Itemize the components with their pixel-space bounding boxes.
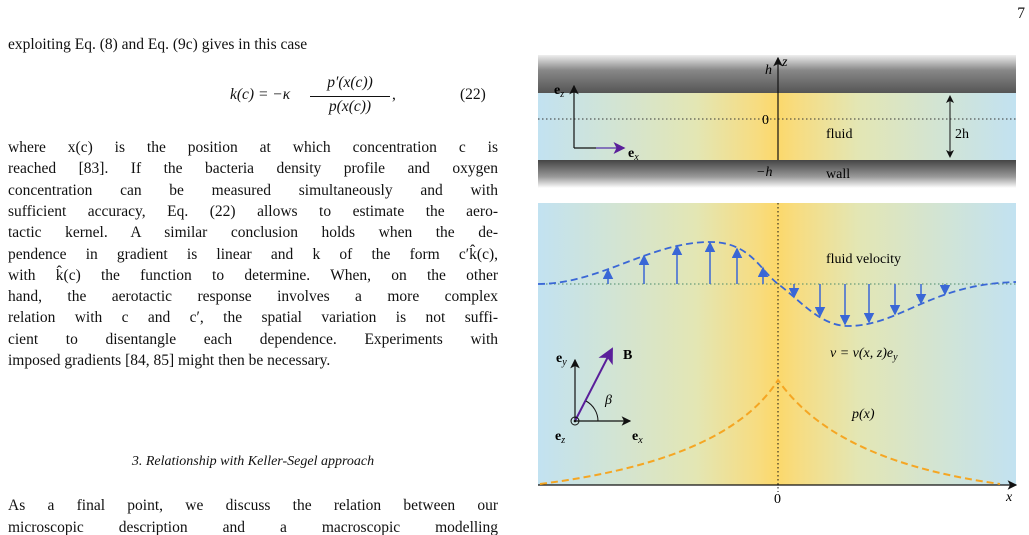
denominator: p(x(c)) bbox=[328, 98, 372, 115]
text-line: microscopic description and a macroscopi… bbox=[8, 519, 498, 535]
page-number: 7 bbox=[1017, 5, 1025, 22]
velocity-arrows bbox=[602, 241, 951, 326]
fluid bbox=[538, 93, 1016, 160]
b-arrow bbox=[574, 347, 613, 422]
fluid bbox=[538, 203, 1016, 485]
label: z bbox=[781, 55, 788, 70]
label: y bbox=[561, 357, 567, 368]
text-line: exploiting Eq. (8) and Eq. (9c) gives in… bbox=[8, 36, 308, 53]
text-line: reached [83]. If the bacteria density pr… bbox=[8, 160, 498, 178]
numerator: p′(x(c)) bbox=[327, 74, 373, 91]
text-line: where x(c) is the position at which conc… bbox=[8, 139, 498, 156]
label: 0 bbox=[762, 113, 769, 128]
label: e bbox=[556, 351, 562, 366]
text-line: relation with c and c′, the spatial vari… bbox=[8, 309, 498, 327]
equation: k(c) = −κ p′(x(c)) p(x(c)) , (22) bbox=[8, 72, 498, 122]
label: e bbox=[555, 429, 561, 444]
label: fluid velocity bbox=[826, 252, 901, 267]
text-line: As a final point, we discuss the relatio… bbox=[8, 497, 498, 514]
label: z bbox=[560, 435, 565, 446]
label: B bbox=[623, 348, 632, 363]
label: v = v(x, z)e bbox=[830, 346, 893, 361]
section-heading: 3. Relationship with Keller-Segel approa… bbox=[131, 454, 375, 469]
p-curve bbox=[539, 378, 1001, 485]
text-line: cient to disentangle each dependence. Ex… bbox=[8, 330, 498, 348]
origin bbox=[570, 416, 580, 426]
label: ez bbox=[555, 429, 565, 446]
text-line: tactic kernel. A similar conclusion hold… bbox=[8, 224, 498, 242]
label: wall bbox=[826, 167, 850, 182]
label: p(x) bbox=[851, 407, 875, 422]
label: e bbox=[632, 429, 638, 444]
label: x bbox=[633, 152, 639, 163]
text-line: pendence in gradient is linear and k of … bbox=[8, 245, 498, 263]
label: 0 bbox=[774, 492, 781, 507]
label: ex bbox=[628, 146, 639, 163]
equation-lhs: k(c) = −κ bbox=[230, 86, 291, 103]
equation-comma: , bbox=[392, 86, 396, 103]
label: e bbox=[554, 83, 560, 98]
label: x bbox=[1005, 490, 1013, 505]
label: h bbox=[765, 63, 772, 78]
label: x bbox=[637, 435, 643, 446]
text-line: with k̂(c) the function to determine. Wh… bbox=[8, 266, 498, 284]
label: y bbox=[892, 352, 898, 363]
label: 2h bbox=[955, 127, 969, 142]
wall bbox=[538, 55, 1016, 93]
text-line: imposed gradients [84, 85] might then be… bbox=[8, 352, 331, 369]
text-line: hand, the aerotactic response involves a… bbox=[8, 288, 498, 306]
label: e bbox=[628, 146, 634, 161]
wall bbox=[538, 160, 1016, 188]
label: ey bbox=[556, 351, 567, 368]
text-line: concentration can be measured simultaneo… bbox=[8, 181, 498, 199]
label: ex bbox=[632, 429, 643, 446]
angle-arc bbox=[585, 400, 599, 422]
equation-number: (22) bbox=[460, 86, 486, 103]
origin bbox=[573, 419, 577, 423]
label: β bbox=[604, 393, 612, 408]
text-line: sufficient accuracy, Eq. (22) allows to … bbox=[8, 202, 498, 220]
fraction-bar bbox=[310, 96, 390, 97]
label: v = v(x, z)ey bbox=[830, 346, 898, 363]
label: −h bbox=[756, 165, 772, 180]
label: ez bbox=[554, 83, 564, 100]
label: z bbox=[559, 89, 564, 100]
label: fluid bbox=[826, 127, 852, 142]
